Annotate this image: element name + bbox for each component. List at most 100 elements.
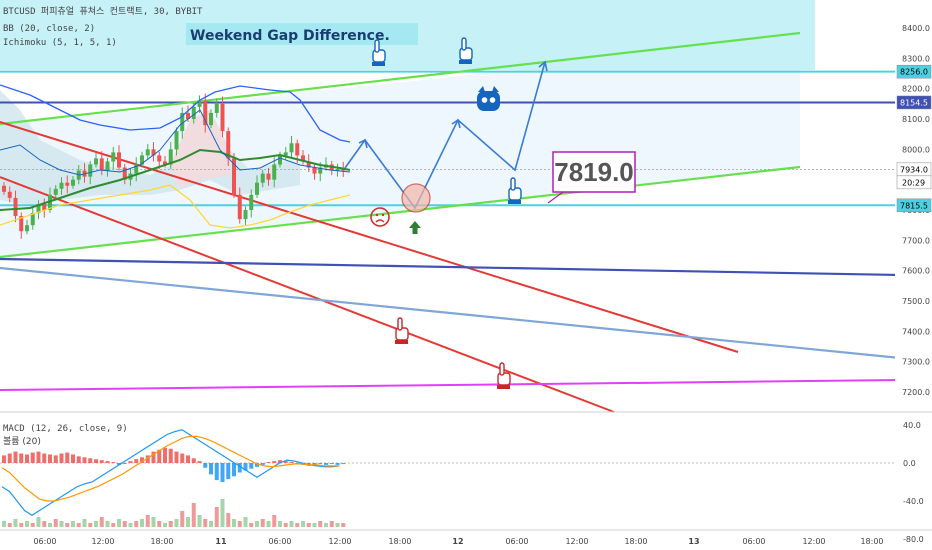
candle-body <box>151 149 156 156</box>
volume-bar <box>249 523 254 527</box>
macd-hist-bar <box>174 451 179 463</box>
volume-bar <box>145 515 150 527</box>
symbol-label: BTCUSD 퍼피츄얼 퓨쳐스 컨트랙트, 30, BYBIT <box>3 5 203 17</box>
volume-bar <box>111 523 116 527</box>
pointing-hand-down-icon <box>372 39 386 66</box>
volume-bar <box>2 521 6 527</box>
candle-body <box>301 155 305 162</box>
price-tag-tag_7815 <box>896 198 932 213</box>
volume-bar <box>140 519 144 527</box>
candle-body <box>53 188 58 195</box>
volume-bar <box>301 521 305 527</box>
macd-hist-bar <box>168 448 173 463</box>
magenta-line[interactable] <box>0 379 901 391</box>
macd-tick-label: 0.0 <box>903 459 916 468</box>
price-tag-tag_8154 <box>896 95 932 110</box>
volume-bar <box>191 503 196 527</box>
price-callout-pointer <box>547 191 564 204</box>
price-tag-text: 8154.5 <box>900 98 928 107</box>
volume-bar <box>226 513 231 527</box>
pointing-hand-down-icon <box>497 362 511 389</box>
macd-hist-bar <box>243 463 248 471</box>
candle-body <box>30 213 35 226</box>
candle-body <box>272 164 277 180</box>
time-tick-label: 12:00 <box>91 537 114 546</box>
price-tick-label: 8300.0 <box>902 54 930 63</box>
ichimoku-cloud <box>0 90 300 205</box>
candle-body <box>278 155 282 165</box>
candle-body <box>191 106 196 119</box>
time-tick-label: 12:00 <box>565 537 588 546</box>
candle-body <box>203 100 208 126</box>
macd-hist-bar <box>312 463 317 465</box>
volume-bar <box>214 507 219 527</box>
volume-bar <box>59 521 64 527</box>
volume-bar <box>99 517 104 527</box>
candle-body <box>214 103 219 113</box>
volume-bar <box>122 521 127 527</box>
bb-label: BB (20, close, 2) <box>3 24 95 34</box>
volume-bar <box>128 523 133 527</box>
candle-body <box>42 203 47 210</box>
countdown-text: 20:29 <box>902 178 925 187</box>
macd-hist-bar <box>88 458 93 463</box>
candle-body <box>237 194 242 220</box>
price-tick-label: 8400.0 <box>902 24 930 33</box>
volume-bar <box>220 499 225 527</box>
signal-line <box>1 435 340 502</box>
countdown-tag <box>896 175 932 190</box>
candle-body <box>197 100 202 107</box>
candle-body <box>209 112 213 126</box>
red-lower-trendline[interactable] <box>0 176 615 413</box>
macd-line <box>1 429 340 516</box>
red-upper-trendline[interactable] <box>0 121 739 353</box>
volume-bar <box>19 523 24 527</box>
macd-tick-label: 40.0 <box>903 421 921 430</box>
volume-bar <box>186 517 190 527</box>
candle-body <box>163 161 167 165</box>
macd-hist-bar <box>289 462 294 463</box>
volume-bar <box>255 521 259 527</box>
green-upper-trendline[interactable] <box>0 31 801 126</box>
gap-circle-marker <box>401 183 431 213</box>
blue-support-line[interactable] <box>0 257 901 277</box>
price-tick-label: 7500.0 <box>902 297 930 306</box>
volume-bar <box>209 521 213 527</box>
macd-hist-bar <box>272 461 277 463</box>
macd-hist-bar <box>220 463 225 482</box>
weekend-gap-label: Weekend Gap Difference. <box>190 28 390 44</box>
candle-body <box>117 152 121 168</box>
macd-axis[interactable]: 40.0 0.0 -40.0 -80.0 <box>903 421 924 544</box>
macd-hist-bar <box>151 451 156 463</box>
macd-hist-bar <box>30 452 35 463</box>
candle-body <box>105 161 110 171</box>
candle-body <box>174 131 179 150</box>
green-lower-trendline[interactable] <box>0 165 801 259</box>
volume-bar <box>42 521 47 527</box>
macd-hist-bar <box>203 463 208 468</box>
price-callout-box[interactable] <box>552 151 636 193</box>
frowning-face-icon <box>370 207 390 227</box>
candle-body <box>71 179 75 186</box>
macd-hist-bar <box>278 460 282 463</box>
macd-hist-bar <box>2 455 6 463</box>
volume-bar <box>168 521 173 527</box>
time-axis[interactable]: 06:00 12:00 18:00 11 06:00 12:00 18:00 12 06:00 1… <box>33 537 883 546</box>
price-tick-label: 7400.0 <box>902 327 930 336</box>
macd-hist-bar <box>134 459 139 463</box>
macd-hist-bar <box>19 453 24 463</box>
price-tag-text: 7815.5 <box>900 201 928 210</box>
candle-body <box>289 143 294 153</box>
candle-body <box>260 173 265 183</box>
bb-lower-line <box>0 184 351 229</box>
price-axis[interactable]: 8400.08300.08200.08100.08000.07900.07800… <box>896 24 932 397</box>
steel-descending-line[interactable] <box>0 266 901 360</box>
volume-bar <box>117 519 121 527</box>
time-tick-label: 18:00 <box>624 537 647 546</box>
candle-body <box>232 158 236 195</box>
macd-hist-bar <box>163 447 167 463</box>
macd-panel <box>0 429 895 527</box>
macd-hist-bar <box>59 453 64 463</box>
price-tick-label: 7200.0 <box>902 388 930 397</box>
